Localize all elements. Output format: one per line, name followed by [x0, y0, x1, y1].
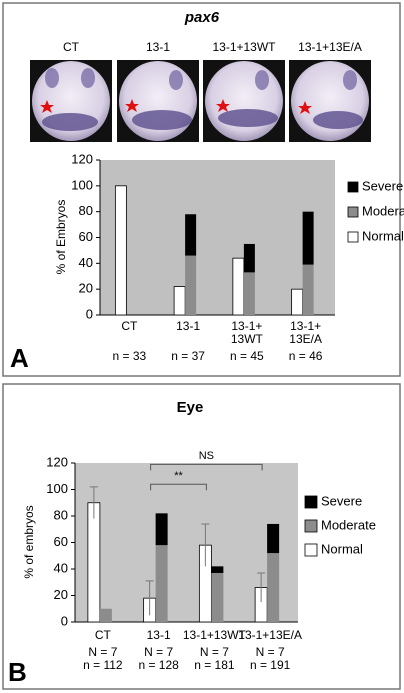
legend-swatch — [304, 519, 318, 533]
legend-swatch — [347, 231, 359, 243]
legend-label: Severe — [362, 178, 403, 193]
y-tick-label: 100 — [46, 481, 68, 496]
y-tick-label: 100 — [71, 177, 93, 192]
y-tick-label: 80 — [54, 507, 68, 522]
x-tick-label: 13-1 — [176, 319, 200, 333]
sample-size: n = 45 — [230, 349, 264, 363]
x-tick-label: 13WT — [231, 332, 264, 346]
error-bar — [257, 572, 266, 603]
bar — [173, 286, 186, 316]
x-tick-label: CT — [121, 319, 138, 333]
sample-size: n = 46 — [289, 349, 323, 363]
legend-swatch — [347, 206, 359, 218]
sample-size: n = 33 — [113, 349, 147, 363]
error-bar — [89, 486, 98, 519]
embryo-image — [289, 60, 371, 142]
y-tick-label: 80 — [79, 203, 93, 218]
bar — [291, 288, 304, 316]
bar-segment — [185, 214, 197, 256]
legend-label: Moderate — [321, 517, 376, 532]
y-axis-title: % of embryos — [22, 505, 36, 578]
y-tick-label: 60 — [54, 534, 68, 549]
error-bar — [201, 523, 210, 567]
legend-label: Normal — [362, 228, 404, 243]
bar-segment — [302, 211, 314, 265]
bar-segment — [267, 553, 280, 622]
error-bar — [145, 580, 154, 616]
significance-label: NS — [199, 450, 214, 462]
bar-segment — [99, 608, 112, 622]
y-tick-label: 40 — [79, 255, 93, 270]
embryo-image — [203, 60, 285, 142]
y-tick-label: 40 — [54, 560, 68, 575]
bar-segment — [267, 523, 280, 554]
x-tick-label: 13E/A — [289, 332, 322, 346]
y-tick-label: 0 — [61, 613, 68, 628]
bar-segment — [243, 243, 255, 273]
sample-size: n = 37 — [171, 349, 205, 363]
legend-label: Severe — [321, 493, 362, 508]
x-tick-label: 13-1 — [147, 628, 171, 642]
x-tick-label: 13-1+13WT — [183, 628, 247, 642]
x-tick-label: 13-1+13E/A — [238, 628, 302, 642]
significance-bracket — [150, 463, 263, 471]
y-tick-label: 120 — [46, 454, 68, 469]
image-label: CT — [63, 40, 80, 54]
x-tick-label: CT — [95, 628, 112, 642]
bar — [232, 257, 245, 316]
bar-segment — [155, 545, 168, 622]
significance-bracket — [150, 483, 207, 491]
bar — [114, 185, 127, 316]
y-tick-label: 20 — [79, 281, 93, 296]
sample-size: N = 7 — [256, 645, 285, 659]
x-tick-label: 13-1+ — [290, 319, 321, 333]
y-tick-label: 60 — [79, 229, 93, 244]
bar-segment — [243, 272, 255, 315]
panel-label: A — [10, 343, 29, 373]
sample-size: n = 112 — [83, 658, 123, 672]
image-label: 13-1+13E/A — [298, 40, 362, 54]
sample-size: N = 7 — [200, 645, 229, 659]
y-tick-label: 120 — [71, 151, 93, 166]
bar-segment — [211, 566, 224, 573]
legend-label: Normal — [321, 541, 363, 556]
embryo-images — [30, 60, 371, 142]
bar — [87, 502, 101, 623]
x-tick-label: 13-1+ — [231, 319, 262, 333]
bar-segment — [302, 264, 314, 315]
embryo-image — [117, 60, 199, 142]
bar-segment — [185, 255, 197, 315]
panel-label: B — [8, 657, 27, 687]
y-tick-label: 0 — [86, 306, 93, 321]
sample-size: n = 128 — [138, 658, 179, 672]
sample-size: n = 191 — [250, 658, 291, 672]
sample-size: n = 181 — [194, 658, 235, 672]
y-axis-title: % of Embryos — [54, 200, 68, 275]
legend-swatch — [304, 495, 318, 509]
image-label: 13-1 — [146, 40, 170, 54]
legend-label: Moderate — [362, 203, 404, 218]
chart-title: pax6 — [184, 9, 220, 26]
legend-swatch — [347, 181, 359, 193]
sample-size: N = 7 — [144, 645, 173, 659]
chart-title: Eye — [177, 399, 204, 416]
bar-segment — [155, 513, 168, 546]
sample-size: N = 7 — [88, 645, 117, 659]
significance-label: ** — [174, 470, 183, 482]
image-label: 13-1+13WT — [212, 40, 276, 54]
bar-segment — [211, 572, 224, 622]
y-tick-label: 20 — [54, 587, 68, 602]
legend-swatch — [304, 543, 318, 557]
embryo-image — [30, 60, 112, 142]
